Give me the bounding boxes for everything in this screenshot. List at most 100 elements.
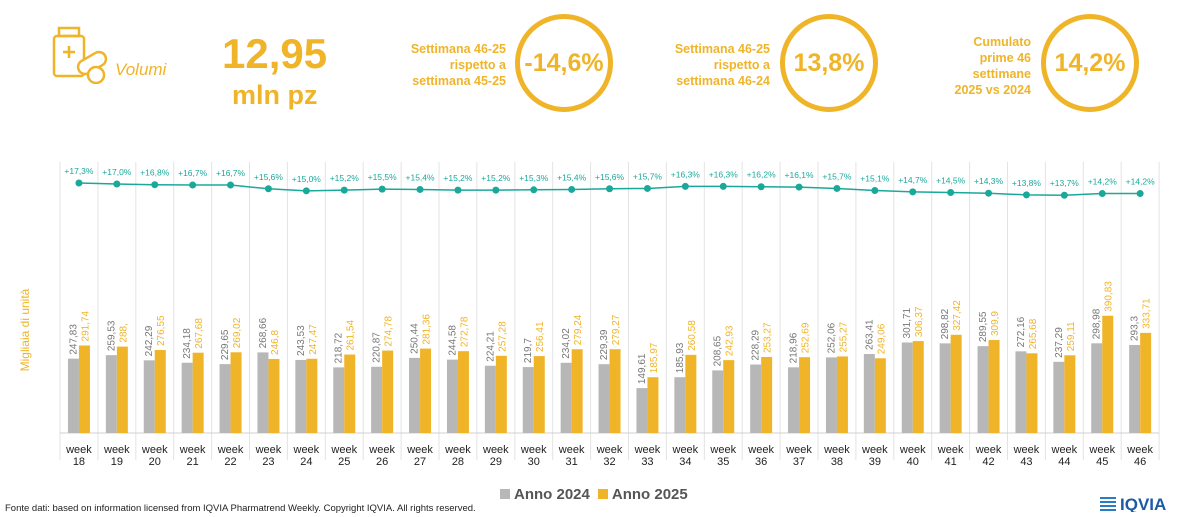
data-label-2024: 263,41 <box>864 319 875 350</box>
category-label: week 39 <box>861 444 888 468</box>
bar-2024 <box>409 357 421 433</box>
bar-2025 <box>495 355 507 433</box>
bar-2024 <box>1015 351 1027 433</box>
bar-2025 <box>420 348 432 433</box>
data-label-2025: 252,69 <box>801 322 812 353</box>
data-label-2025: 288, <box>118 323 129 342</box>
growth-point <box>909 188 917 196</box>
bar-2025 <box>647 377 659 433</box>
data-label-2024: 298,82 <box>940 308 951 339</box>
data-label-2025: 256,41 <box>535 321 546 352</box>
category-label: week 20 <box>141 444 168 468</box>
data-label-2025: 242,93 <box>725 325 736 356</box>
legend: Anno 2024 Anno 2025 <box>500 486 688 503</box>
bar-2024 <box>371 366 383 433</box>
data-label-2024: 243,53 <box>296 325 307 356</box>
growth-point <box>189 181 197 189</box>
data-label-2024: 228,29 <box>751 329 762 360</box>
growth-label: +13,7% <box>1050 178 1080 188</box>
data-label-2025: 261,54 <box>346 320 357 351</box>
data-label-2025: 279,24 <box>573 314 584 345</box>
data-label-2025: 333,71 <box>1142 298 1153 329</box>
growth-point <box>492 186 500 194</box>
bar-2025 <box>950 334 962 433</box>
growth-point <box>113 180 121 188</box>
bar-2025 <box>761 357 773 433</box>
data-label-2025: 309,9 <box>990 311 1001 336</box>
bar-2025 <box>609 349 621 433</box>
bar-2025 <box>874 358 886 433</box>
bar-2025 <box>78 345 90 433</box>
category-label: week 24 <box>293 444 320 468</box>
bar-2024 <box>901 342 913 433</box>
bar-2025 <box>154 350 166 433</box>
bar-2024 <box>712 370 724 433</box>
comparison-2-circle: 13,8% <box>780 14 878 112</box>
data-label-2025: 260,58 <box>687 320 698 351</box>
data-label-2025: 257,28 <box>497 321 508 352</box>
category-label: week 42 <box>975 444 1002 468</box>
data-label-2025: 269,02 <box>232 317 243 348</box>
data-label-2025: 247,47 <box>308 324 319 355</box>
comparison-3-circle: 14,2% <box>1041 14 1139 112</box>
data-label-2025: 259,11 <box>1066 321 1077 351</box>
growth-label: +13,8% <box>1012 178 1042 188</box>
data-label-2024: 234,02 <box>561 328 572 359</box>
bar-2024 <box>143 360 155 433</box>
growth-point <box>833 184 841 192</box>
data-label-2024: 268,66 <box>258 317 269 348</box>
data-label-2024: 244,58 <box>447 325 458 356</box>
bar-2025 <box>457 351 469 433</box>
growth-label: +15,0% <box>292 174 322 184</box>
bar-2025 <box>912 341 924 433</box>
category-label: week 27 <box>406 444 433 468</box>
category-label: week 28 <box>444 444 471 468</box>
growth-point <box>1136 190 1144 198</box>
pills-icon <box>52 26 108 84</box>
data-label-2024: 289,55 <box>978 311 989 342</box>
growth-point <box>606 185 614 193</box>
data-label-2024: 298,98 <box>1092 308 1103 339</box>
data-label-2024: 219,7 <box>523 338 534 363</box>
data-label-2025: 390,83 <box>1104 281 1115 312</box>
data-label-2024: 272,16 <box>1016 316 1027 347</box>
data-label-2025: 327,42 <box>952 300 963 331</box>
growth-label: +16,3% <box>709 169 739 179</box>
bar-2024 <box>939 343 951 433</box>
comparison-2-text: Settimana 46-25 rispetto a settimana 46-… <box>674 42 770 88</box>
growth-label: +15,2% <box>330 173 360 183</box>
bar-2025 <box>1102 315 1114 433</box>
growth-label: +14,3% <box>974 176 1004 186</box>
category-label: week 38 <box>823 444 850 468</box>
bar-2025 <box>116 346 128 433</box>
growth-point <box>151 181 159 189</box>
category-label: week 46 <box>1126 444 1153 468</box>
kpi-unit: mln pz <box>232 80 318 110</box>
bar-2024 <box>333 367 345 433</box>
kpi-label: Volumi <box>115 60 167 79</box>
bar-2025 <box>230 352 242 433</box>
comparison-1-circle: -14,6% <box>515 14 613 112</box>
category-label: week 43 <box>1013 444 1040 468</box>
growth-point <box>454 186 462 194</box>
bar-2024 <box>977 346 989 433</box>
data-label-2025: 279,27 <box>611 314 622 345</box>
data-label-2024: 247,83 <box>68 324 79 355</box>
bar-2024 <box>522 367 534 433</box>
iqvia-logo: IQVIA <box>1100 495 1166 512</box>
growth-label: +14,7% <box>898 175 928 185</box>
source-note: Fonte dati: based on information license… <box>5 503 476 514</box>
growth-label: +15,3% <box>519 173 549 183</box>
growth-point <box>1022 191 1030 199</box>
category-label: week 25 <box>330 444 357 468</box>
growth-label: +15,6% <box>254 172 284 182</box>
growth-label: +14,2% <box>1088 177 1118 187</box>
bar-2025 <box>306 358 318 433</box>
data-label-2024: 229,65 <box>220 329 231 360</box>
data-label-2024: 218,96 <box>789 332 800 363</box>
growth-label: +16,2% <box>747 170 777 180</box>
growth-label: +14,5% <box>936 176 966 186</box>
kpi-value: 12,95 <box>222 30 328 77</box>
data-label-2024: 220,87 <box>372 332 383 363</box>
growth-point <box>302 187 310 195</box>
